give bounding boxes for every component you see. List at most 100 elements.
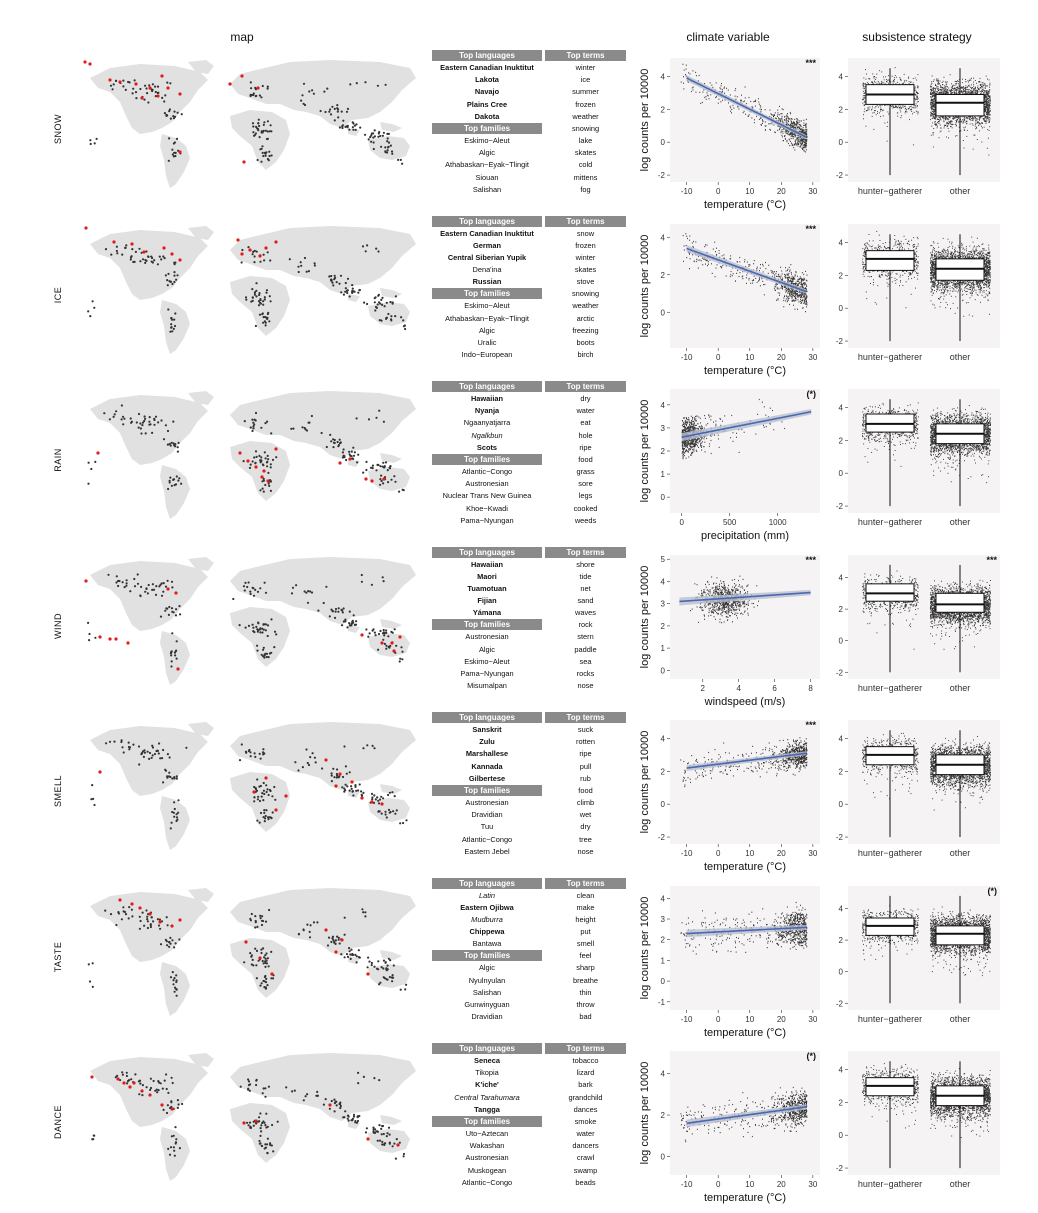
jitter-point [882,105,883,106]
jitter-point [939,119,940,120]
scatter-point [800,145,801,146]
jitter-point [935,104,936,105]
language-point [170,280,172,282]
scatter-point [686,257,687,258]
scatter-point [800,281,801,282]
language-point [306,270,308,272]
jitter-point [913,144,914,145]
language-point [380,146,382,148]
jitter-point [961,90,962,91]
scatter-point [754,275,755,276]
scatter-point [800,139,801,140]
language-point [173,142,175,144]
jitter-point [951,89,952,90]
jitter-point [901,108,902,109]
scatter-point [800,129,801,130]
scatter-point [765,125,766,126]
jitter-point [964,118,965,119]
scatter-point [722,255,723,256]
language-point [245,296,247,298]
jitter-point [888,79,889,80]
jitter-point [955,124,956,125]
y-tick-label: 2 [839,105,844,114]
jitter-point [968,85,969,86]
jitter-point [906,109,907,110]
top-terms-header: Top terms [545,216,626,227]
jitter-point [938,83,939,84]
jitter-point [985,120,986,121]
scatter-point [716,267,717,268]
scatter-point [792,123,793,124]
jitter-point [881,81,882,82]
scatter-point [785,277,786,278]
scatter-point [693,89,694,90]
scatter-point [695,72,696,73]
language-point [395,295,397,297]
jitter-point [934,114,935,115]
jitter-point [898,106,899,107]
jitter-point [938,80,939,81]
jitter-point [876,106,877,107]
jitter-point [990,111,991,112]
jitter-point [987,104,988,105]
jitter-point [985,111,986,112]
jitter-point [984,109,985,110]
scatter-point [792,126,793,127]
jitter-point [933,105,934,106]
scatter-point [805,124,806,125]
jitter-point [935,113,936,114]
language-point [173,280,175,282]
scatter-point [801,131,802,132]
jitter-point [990,102,991,103]
language-point [401,163,403,165]
language-point [148,84,150,86]
scatter-point [786,133,787,134]
jitter-point [932,106,933,107]
jitter-point [864,109,865,110]
scatter-point [786,131,787,132]
scatter-point [683,76,684,77]
jitter-point [934,102,935,103]
jitter-point [864,105,865,106]
jitter-point [940,81,941,82]
language-point [160,258,162,260]
scatter-point [737,96,738,97]
jitter-point [918,112,919,113]
scatter-point [804,147,805,148]
language-point [153,259,155,261]
jitter-point [973,149,974,150]
language-point [254,255,256,257]
language-point [254,134,256,136]
language-point [384,150,386,152]
jitter-point [986,116,987,117]
jitter-point [939,92,940,93]
scatter-point [790,264,791,265]
jitter-point [874,78,875,79]
jitter-point [944,126,945,127]
jitter-point [989,119,990,120]
jitter-point [976,127,977,128]
jitter-point [975,135,976,136]
scatter-point [796,118,797,119]
language-point [348,129,350,131]
scatter-point [730,258,731,259]
language-point [343,293,345,295]
jitter-point [865,104,866,105]
scatter-point [778,117,779,118]
jitter-point [964,148,965,149]
jitter-point [988,114,989,115]
jitter-point [979,118,980,119]
jitter-point [949,117,950,118]
scatter-point [802,148,803,149]
jitter-point [988,112,989,113]
jitter-point [912,107,913,108]
jitter-point [972,118,973,119]
scatter-point [704,97,705,98]
term: birch [545,349,626,361]
language-point [176,138,178,140]
scatter-point [787,113,788,114]
language-point [387,312,389,314]
jitter-point [962,93,963,94]
